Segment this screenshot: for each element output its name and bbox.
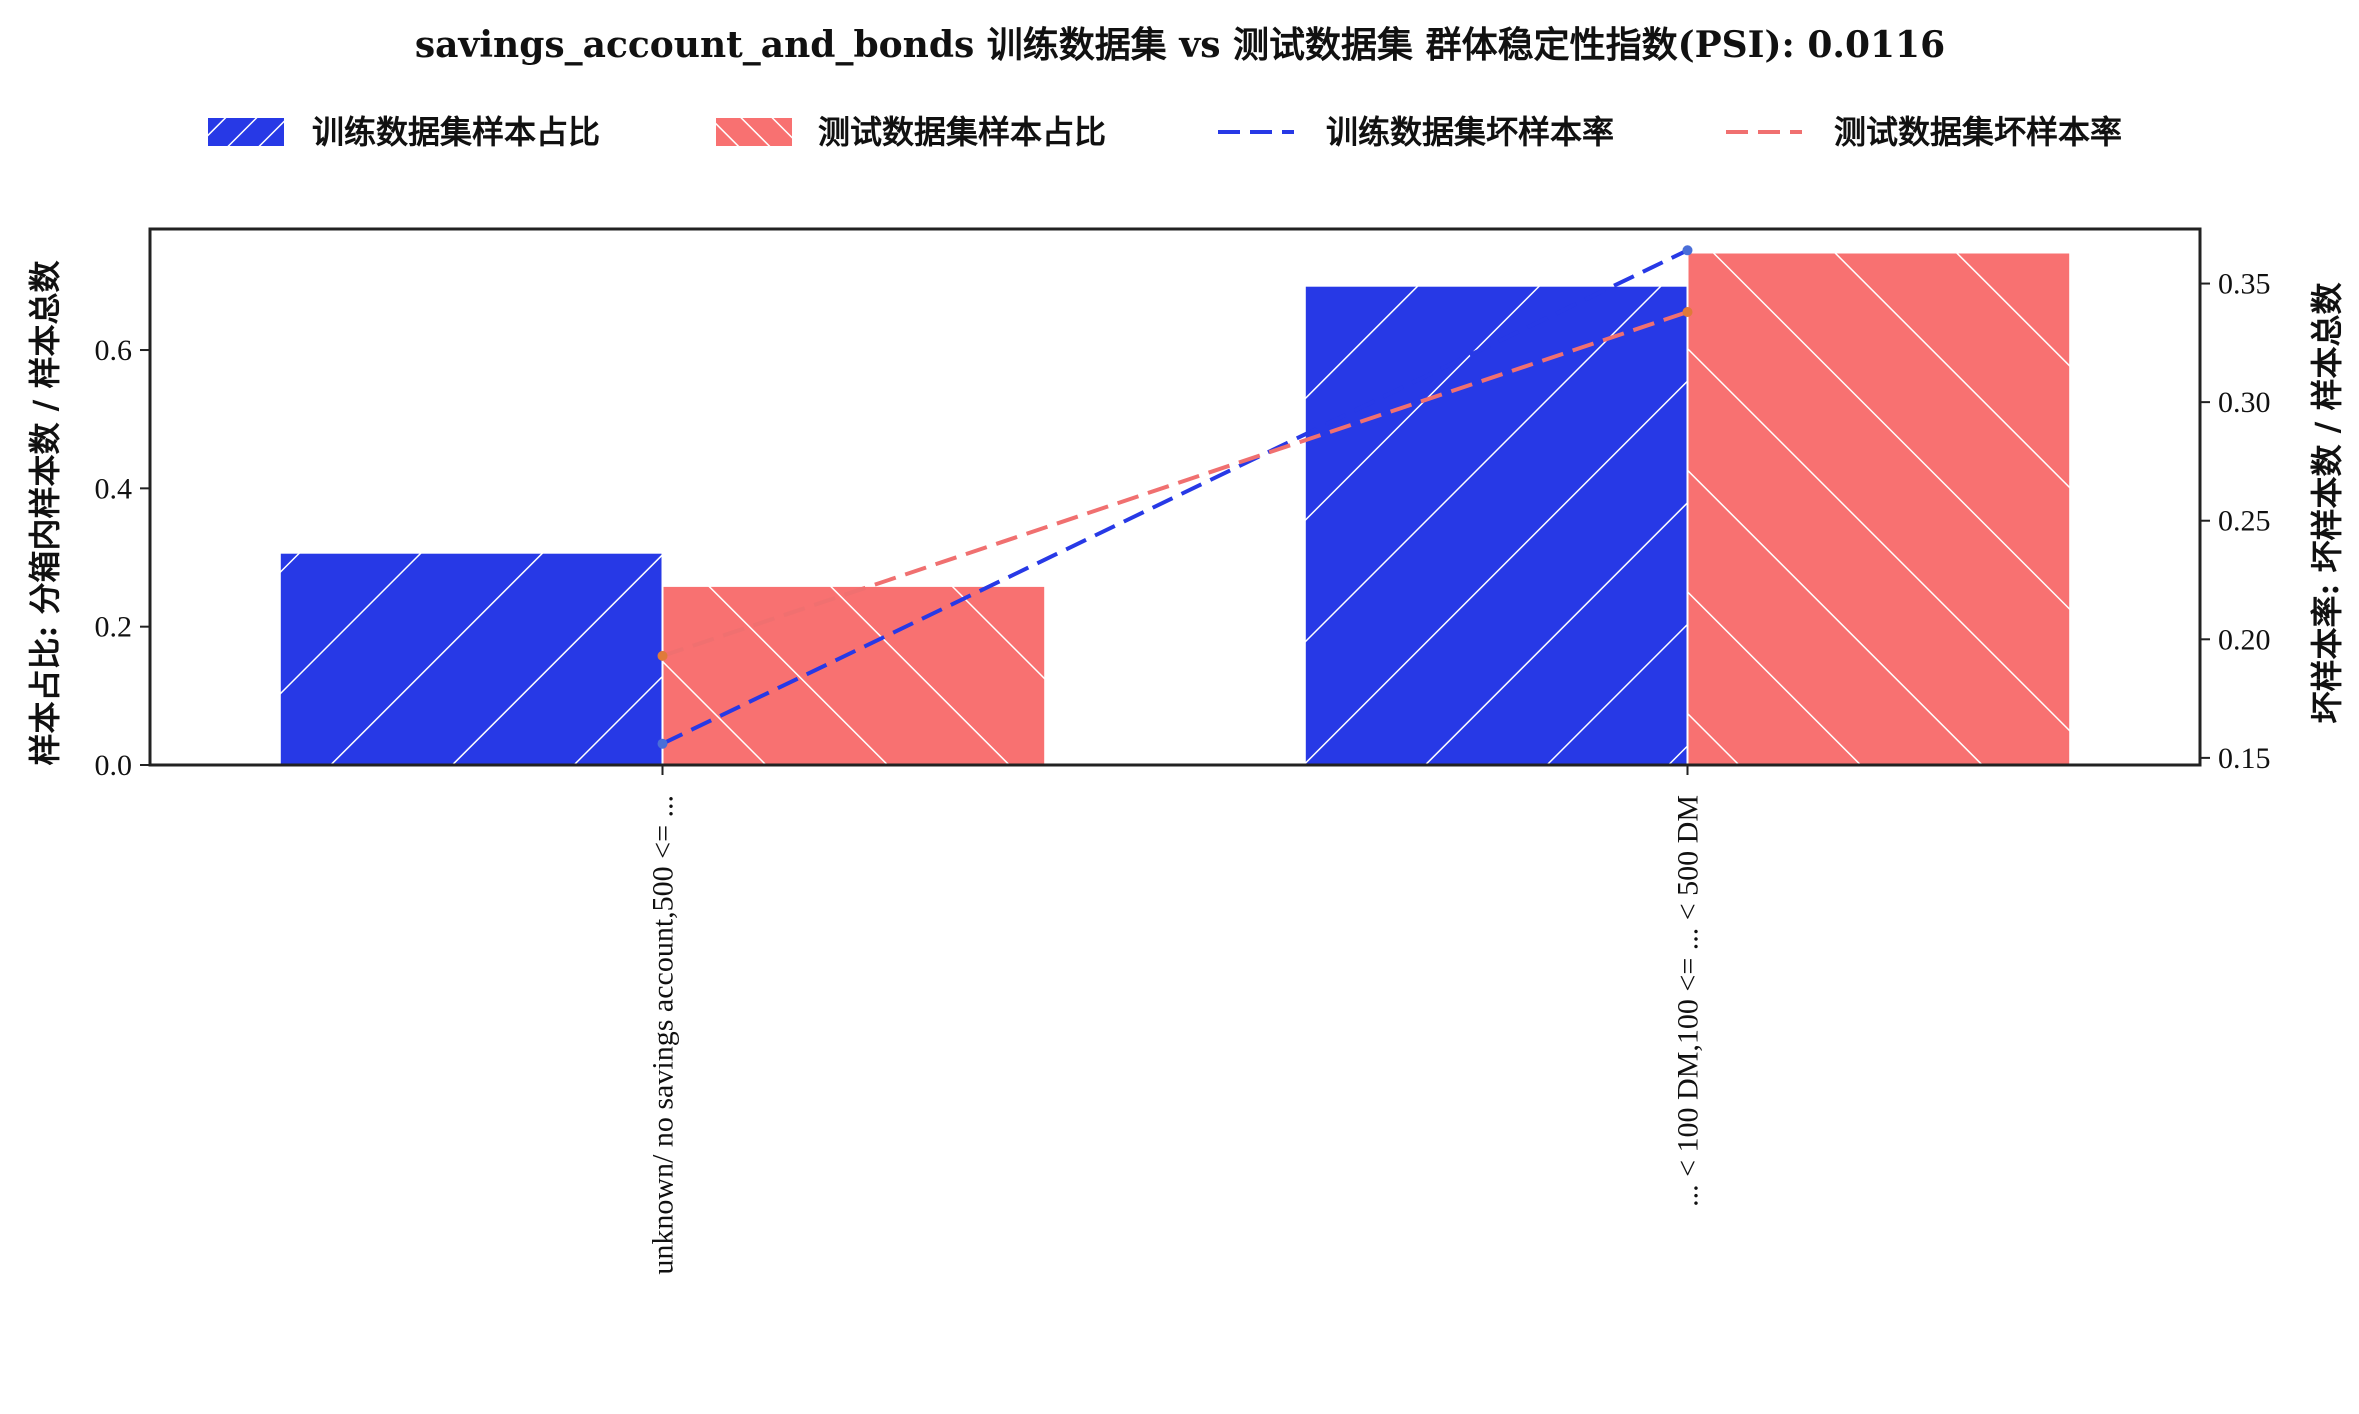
- line-train-bad-rate: [661, 248, 1689, 746]
- y-tick-label-left: 0.0: [95, 749, 133, 782]
- point-test-bad-rate-0: [657, 650, 668, 661]
- legend-label-3: 测试数据集坏样本率: [1834, 113, 2122, 151]
- y-tick-label-right: 0.25: [2218, 505, 2271, 538]
- bar-train-0: [278, 551, 664, 767]
- y-tick-label-left: 0.2: [95, 611, 133, 644]
- y-tick-label-right: 0.15: [2218, 742, 2271, 775]
- line-test-bad-rate: [661, 310, 1689, 658]
- legend-label-2: 训练数据集坏样本率: [1326, 113, 1614, 151]
- point-train-bad-rate-1: [1682, 245, 1693, 256]
- x-tick-label-0: unknown/ no savings account,500 <= ...: [647, 795, 680, 1275]
- y-tick-label-right: 0.30: [2218, 386, 2271, 419]
- chart-title: savings_account_and_bonds 训练数据集 vs 测试数据集…: [415, 24, 1945, 66]
- y-axis-label-left: 样本占比: 分箱内样本数 / 样本总数: [26, 260, 64, 766]
- bar-test-0: [661, 584, 1047, 767]
- legend-label-0: 训练数据集样本占比: [312, 113, 600, 151]
- y-tick-label-left: 0.4: [95, 472, 133, 505]
- legend-swatch-1: [716, 118, 792, 146]
- point-test-bad-rate-1: [1682, 307, 1693, 317]
- y-axis-label-right: 坏样本率: 坏样本数 / 样本总数: [2308, 282, 2346, 724]
- bars-layer: [278, 251, 2072, 767]
- legend-label-1: 测试数据集样本占比: [818, 113, 1106, 151]
- plot-frame: [148, 227, 2202, 767]
- point-train-bad-rate-0: [657, 738, 668, 749]
- bar-test-1: [1686, 251, 2072, 766]
- bar-train-1: [1303, 284, 1689, 766]
- y-tick-label-right: 0.20: [2218, 623, 2271, 656]
- legend: 训练数据集样本占比 测试数据集样本占比 训练数据集坏样本率 测试数据集坏样本率: [208, 113, 2122, 151]
- y-tick-label-right: 0.35: [2218, 268, 2271, 301]
- x-tick-label-1: ... < 100 DM,100 <= ... < 500 DM: [1672, 795, 1705, 1207]
- lines-layer: [657, 245, 1693, 749]
- y-tick-label-left: 0.6: [95, 334, 133, 367]
- axes-layer: 0.0 0.2 0.4 0.6 0.15 0.20 0.25 0.30 0.35 unknown/…: [95, 227, 2271, 1275]
- legend-swatch-0: [208, 118, 284, 146]
